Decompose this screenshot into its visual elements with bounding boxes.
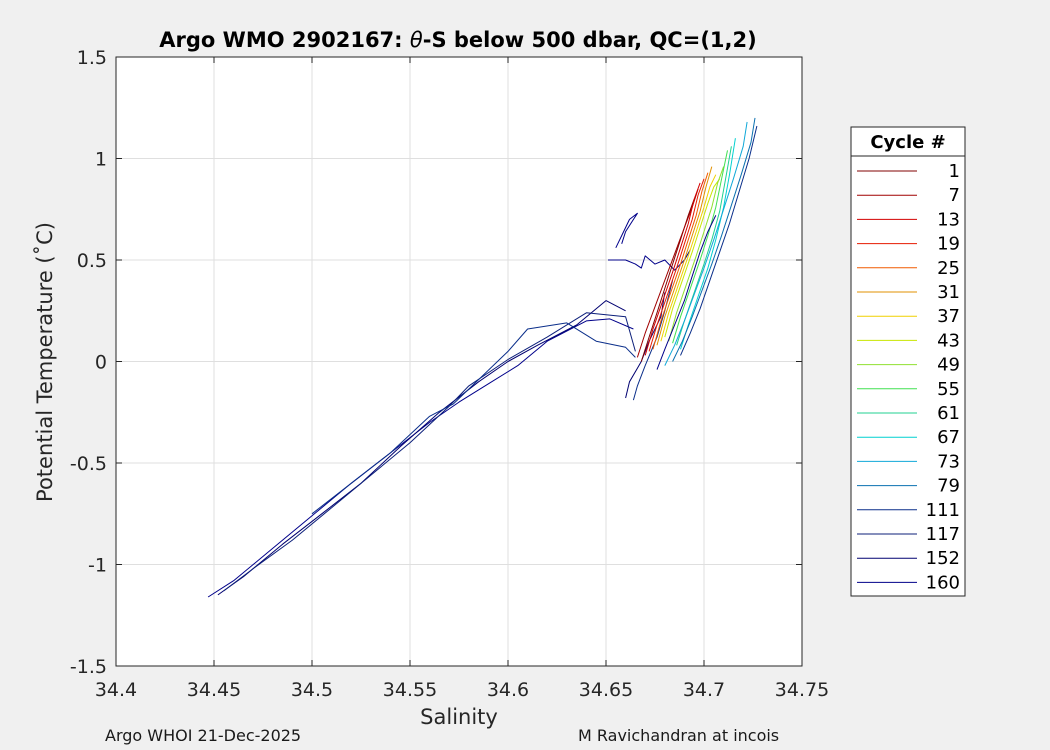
x-tick-labels: 34.4 34.45 34.5 34.55 34.6 34.65 34.7 34.75 bbox=[95, 679, 829, 701]
chart-title-prefix: Argo WMO 2902167: bbox=[159, 28, 410, 52]
series-line bbox=[672, 117, 756, 362]
legend-entry: 73 bbox=[857, 451, 960, 472]
x-tick-label: 34.6 bbox=[487, 679, 529, 701]
series-line bbox=[660, 174, 717, 342]
legend-label: 13 bbox=[937, 209, 960, 230]
legend-box bbox=[850, 126, 966, 597]
legend-entries: 1 7 13 19 25 31 37 43 49 55 61 67 73 79 111 117 152 160 bbox=[857, 161, 960, 593]
legend-entry: 37 bbox=[857, 306, 960, 327]
legend-label: 152 bbox=[926, 548, 960, 569]
legend-entry: 160 bbox=[857, 572, 960, 593]
legend-label: 1 bbox=[949, 161, 960, 182]
chart-title-suffix: -S below 500 dbar, QC=(1,2) bbox=[423, 28, 757, 52]
footer-right-credit: M Ravichandran at incois bbox=[578, 726, 780, 745]
legend-entry: 152 bbox=[857, 548, 960, 569]
x-tick-label: 34.75 bbox=[775, 679, 829, 701]
legend-entry: 19 bbox=[857, 234, 960, 255]
series-line bbox=[672, 150, 728, 344]
y-tick-label: -0.5 bbox=[70, 453, 107, 475]
legend-entry: 31 bbox=[857, 282, 960, 303]
x-tick-label: 34.7 bbox=[683, 679, 725, 701]
y-tick-label: 1 bbox=[95, 149, 107, 171]
x-tick-label: 34.4 bbox=[95, 679, 137, 701]
legend-entry: 61 bbox=[857, 403, 960, 424]
y-axis-label: Potential Temperature (˚C) bbox=[33, 222, 57, 502]
legend-label: 25 bbox=[937, 258, 960, 279]
legend-entry: 25 bbox=[857, 258, 960, 279]
legend-title: Cycle # bbox=[870, 132, 945, 153]
legend-entry: 111 bbox=[857, 500, 960, 521]
legend-label: 37 bbox=[937, 306, 960, 327]
y-tick-label: 0 bbox=[95, 352, 107, 374]
y-tick-label: -1 bbox=[88, 555, 107, 577]
legend-label: 55 bbox=[937, 379, 960, 400]
chart-title-theta: θ bbox=[410, 28, 423, 52]
series-line bbox=[656, 215, 717, 370]
legend-label: 111 bbox=[926, 500, 960, 521]
series-line bbox=[656, 166, 713, 346]
legend-label: 79 bbox=[937, 476, 960, 497]
x-tick-label: 34.55 bbox=[383, 679, 437, 701]
legend-entry: 13 bbox=[857, 209, 960, 230]
x-tick-label: 34.45 bbox=[187, 679, 241, 701]
series-line bbox=[664, 121, 748, 366]
series-line bbox=[680, 138, 736, 350]
series-line bbox=[648, 178, 705, 352]
x-tick-label: 34.65 bbox=[579, 679, 633, 701]
series-line bbox=[680, 125, 758, 356]
legend-entry: 117 bbox=[857, 524, 960, 545]
plot-frame bbox=[115, 56, 803, 667]
grid bbox=[115, 56, 803, 667]
series-line bbox=[636, 188, 699, 358]
series-line bbox=[652, 172, 709, 350]
footer-left-credit: Argo WHOI 21-Dec-2025 bbox=[105, 726, 302, 745]
legend-label: 61 bbox=[937, 403, 960, 424]
legend-label: 67 bbox=[937, 427, 960, 448]
y-tick-labels: 1.5 1 0.5 0 -0.5 -1 -1.5 bbox=[70, 47, 107, 678]
legend-label: 49 bbox=[937, 355, 960, 376]
legend-label: 160 bbox=[926, 572, 960, 593]
legend-label: 117 bbox=[926, 524, 960, 545]
series-line bbox=[608, 249, 691, 271]
legend-label: 73 bbox=[937, 451, 960, 472]
legend-entry: 55 bbox=[857, 379, 960, 400]
series-line bbox=[217, 300, 626, 596]
series-line bbox=[615, 212, 638, 249]
legend-label: 43 bbox=[937, 330, 960, 351]
series-line bbox=[644, 182, 701, 356]
legend-entry: 1 bbox=[857, 161, 960, 182]
legend-entry: 7 bbox=[857, 185, 960, 206]
legend-entry: 43 bbox=[857, 330, 960, 351]
x-axis-label: Salinity bbox=[420, 705, 498, 729]
y-tick-label: 1.5 bbox=[77, 47, 107, 69]
legend-label: 31 bbox=[937, 282, 960, 303]
legend-entry: 49 bbox=[857, 355, 960, 376]
x-tick-label: 34.5 bbox=[291, 679, 333, 701]
legend-entry: 79 bbox=[857, 476, 960, 497]
legend: Cycle # 1 7 13 19 25 31 37 43 49 55 61 67 73 79 111 117… bbox=[850, 126, 966, 597]
chart-title: Argo WMO 2902167: θ-S below 500 dbar, QC… bbox=[159, 28, 756, 52]
legend-label: 19 bbox=[937, 234, 960, 255]
series-line bbox=[311, 322, 636, 515]
y-tick-label: 0.5 bbox=[77, 250, 107, 272]
series-line bbox=[207, 318, 634, 598]
y-tick-label: -1.5 bbox=[70, 656, 107, 678]
series-line bbox=[668, 166, 725, 342]
legend-label: 7 bbox=[949, 185, 960, 206]
series-line bbox=[664, 178, 721, 338]
series-group bbox=[207, 117, 758, 598]
legend-entry: 67 bbox=[857, 427, 960, 448]
